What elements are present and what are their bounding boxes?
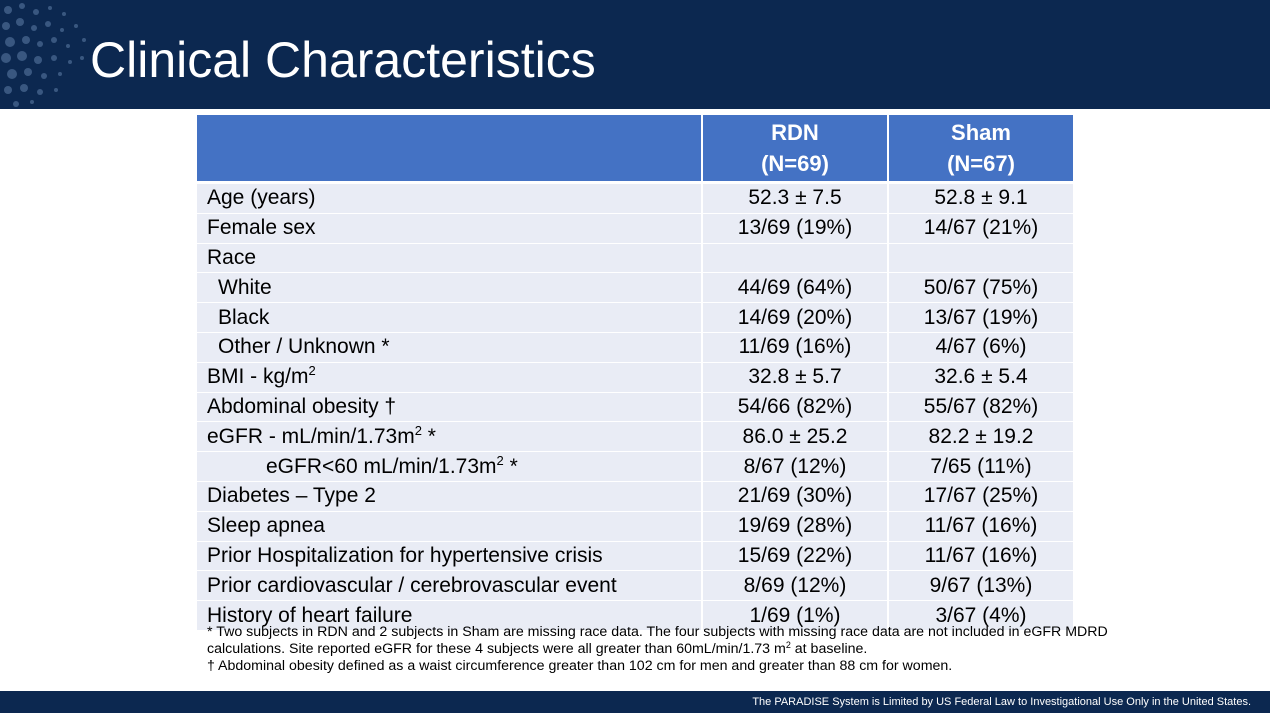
rdn-value [702, 243, 889, 274]
row-label: eGFR<60 mL/min/1.73m2 * [197, 451, 703, 482]
row-label-text: eGFR<60 mL/min/1.73m [266, 454, 497, 478]
table-row: Sleep apnea 19/69 (28%) 11/67 (16%) [197, 511, 1073, 542]
table-row: Prior cardiovascular / cerebrovascular e… [197, 570, 1073, 602]
row-label: Diabetes – Type 2 [197, 481, 703, 512]
row-label: Prior Hospitalization for hypertensive c… [197, 541, 703, 572]
row-label-suffix: * [503, 454, 518, 478]
row-label: Prior cardiovascular / cerebrovascular e… [197, 570, 703, 602]
header-bar: Clinical Characteristics [0, 0, 1270, 109]
table-row: Other / Unknown * 11/69 (16%) 4/67 (6%) [197, 332, 1073, 363]
rdn-value: 44/69 (64%) [702, 272, 889, 304]
table-row: White 44/69 (64%) 50/67 (75%) [197, 272, 1073, 304]
sham-value: 17/67 (25%) [888, 481, 1073, 512]
rdn-value: 8/67 (12%) [702, 451, 889, 482]
header-cell-empty [197, 115, 703, 184]
header-cell-rdn: RDN (N=69) [702, 115, 889, 184]
table-row: Age (years) 52.3 ± 7.5 52.8 ± 9.1 [197, 182, 1073, 214]
table-row: eGFR<60 mL/min/1.73m2 * 8/67 (12%) 7/65 … [197, 451, 1073, 482]
decorative-dots-icon [1, 3, 86, 107]
table-row: History of heart failure 1/69 (1%) 3/67 … [197, 600, 1073, 631]
row-label: Black [197, 302, 703, 333]
sham-value: 7/65 (11%) [888, 451, 1073, 482]
table-row: Abdominal obesity † 54/66 (82%) 55/67 (8… [197, 392, 1073, 423]
rdn-value: 11/69 (16%) [702, 332, 889, 363]
row-label: Age (years) [197, 182, 703, 214]
footnotes: * Two subjects in RDN and 2 subjects in … [207, 624, 1157, 675]
sham-value: 9/67 (13%) [888, 570, 1073, 602]
rdn-value: 52.3 ± 7.5 [702, 182, 889, 214]
page-title: Clinical Characteristics [90, 32, 596, 88]
superscript: 2 [414, 422, 422, 438]
row-label: BMI - kg/m2 [197, 362, 703, 393]
rdn-value: 8/69 (12%) [702, 570, 889, 602]
rdn-value: 19/69 (28%) [702, 511, 889, 542]
table-header-row: RDN (N=69) Sham (N=67) [197, 115, 1073, 184]
rdn-value: 32.8 ± 5.7 [702, 362, 889, 393]
sham-value: 11/67 (16%) [888, 541, 1073, 572]
sham-value: 13/67 (19%) [888, 302, 1073, 333]
rdn-value: 86.0 ± 25.2 [702, 421, 889, 453]
row-label: Sleep apnea [197, 511, 703, 542]
rdn-value: 1/69 (1%) [702, 600, 889, 631]
table-row: Black 14/69 (20%) 13/67 (19%) [197, 302, 1073, 333]
row-label-text: eGFR - mL/min/1.73m [207, 424, 415, 448]
rdn-n: (N=69) [761, 151, 829, 176]
row-label: White [197, 272, 703, 304]
sham-value: 4/67 (6%) [888, 332, 1073, 363]
row-label-text: BMI - kg/m [207, 365, 309, 389]
sham-value: 82.2 ± 19.2 [888, 421, 1073, 453]
table-row: Prior Hospitalization for hypertensive c… [197, 541, 1073, 572]
footnote-text: at baseline. [790, 641, 868, 657]
sham-value: 52.8 ± 9.1 [888, 182, 1073, 214]
sham-value: 32.6 ± 5.4 [888, 362, 1073, 393]
footer-disclaimer: The PARADISE System is Limited by US Fed… [752, 696, 1251, 708]
superscript: 2 [496, 452, 504, 468]
rdn-value: 54/66 (82%) [702, 392, 889, 423]
footnote-race: * Two subjects in RDN and 2 subjects in … [207, 624, 1108, 640]
row-label: Other / Unknown * [197, 332, 703, 363]
rdn-value: 13/69 (19%) [702, 213, 889, 244]
rdn-value: 21/69 (30%) [702, 481, 889, 512]
row-label: Race [197, 243, 703, 274]
rdn-value: 15/69 (22%) [702, 541, 889, 572]
sham-value: 3/67 (4%) [888, 600, 1073, 631]
row-label: Abdominal obesity † [197, 392, 703, 423]
sham-n: (N=67) [947, 151, 1015, 176]
sham-value: 11/67 (16%) [888, 511, 1073, 542]
header-cell-sham: Sham (N=67) [888, 115, 1073, 184]
table-row: Female sex 13/69 (19%) 14/67 (21%) [197, 213, 1073, 244]
footnote-race-cont: calculations. Site reported eGFR for the… [207, 641, 1157, 658]
footnote-text: calculations. Site reported eGFR for the… [207, 641, 786, 657]
row-label-suffix: * [421, 424, 436, 448]
sham-value: 55/67 (82%) [888, 392, 1073, 423]
rdn-value: 14/69 (20%) [702, 302, 889, 333]
sham-value: 14/67 (21%) [888, 213, 1073, 244]
table-row: eGFR - mL/min/1.73m2 * 86.0 ± 25.2 82.2 … [197, 421, 1073, 453]
sham-label: Sham [951, 120, 1011, 145]
row-label: Female sex [197, 213, 703, 244]
rdn-label: RDN [771, 120, 819, 145]
row-label: History of heart failure [197, 600, 703, 631]
superscript: 2 [308, 363, 316, 379]
table-row: Race [197, 243, 1073, 274]
sham-value: 50/67 (75%) [888, 272, 1073, 304]
footnote-obesity: † Abdominal obesity defined as a waist c… [207, 658, 953, 674]
row-label: eGFR - mL/min/1.73m2 * [197, 421, 703, 453]
table-row: BMI - kg/m2 32.8 ± 5.7 32.6 ± 5.4 [197, 362, 1073, 393]
footer-bar: The PARADISE System is Limited by US Fed… [0, 691, 1270, 713]
table-row: Diabetes – Type 2 21/69 (30%) 17/67 (25%… [197, 481, 1073, 512]
superscript: 2 [785, 640, 791, 650]
characteristics-table: RDN (N=69) Sham (N=67) Age (years) 52.3 … [197, 115, 1073, 631]
sham-value [888, 243, 1073, 274]
